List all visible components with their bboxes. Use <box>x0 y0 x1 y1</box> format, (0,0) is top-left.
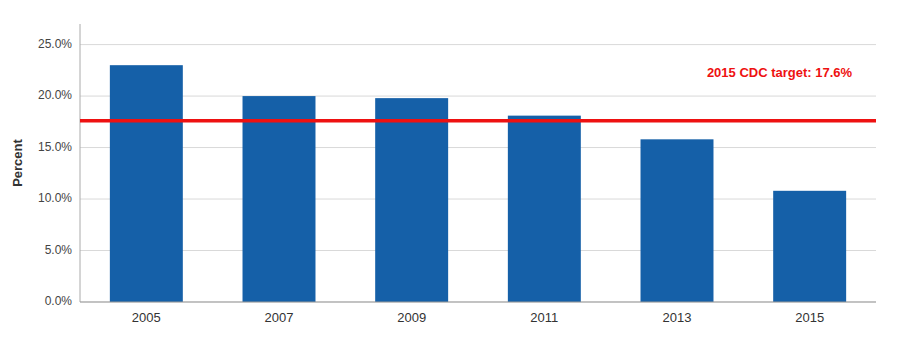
y-tick-label: 25.0% <box>38 37 72 51</box>
y-tick-label: 5.0% <box>45 243 73 257</box>
x-tick-label: 2005 <box>132 310 161 325</box>
x-tick-label: 2013 <box>663 310 692 325</box>
y-tick-label: 20.0% <box>38 88 72 102</box>
bar <box>243 96 316 302</box>
target-line <box>80 119 876 123</box>
x-tick-label: 2015 <box>795 310 824 325</box>
grid-line <box>80 302 876 303</box>
bar <box>375 98 448 302</box>
bar <box>110 65 183 302</box>
y-grid <box>80 45 876 302</box>
plot-area <box>80 65 876 302</box>
x-tick-label: 2007 <box>265 310 294 325</box>
grid-line <box>80 147 876 148</box>
bar <box>773 191 846 302</box>
y-axis-label: Percent <box>10 138 25 186</box>
x-tick-label: 2011 <box>530 310 558 325</box>
y-tick-label: 10.0% <box>38 191 72 205</box>
target-label: 2015 CDC target: 17.6% <box>707 65 853 80</box>
x-tick-label: 2009 <box>397 310 426 325</box>
grid-line <box>80 250 876 251</box>
chart-container: 0.0% 5.0% 10.0% 15.0% 20.0% 25.0% 2015 CDC tar… <box>0 0 900 350</box>
y-axis-line <box>80 24 81 302</box>
x-axis-line <box>80 302 876 303</box>
grid-line <box>80 96 876 97</box>
grid-line <box>80 199 876 200</box>
chart-svg: 0.0% 5.0% 10.0% 15.0% 20.0% 25.0% 2015 CDC tar… <box>0 0 900 350</box>
bar <box>641 139 714 302</box>
y-tick-label: 0.0% <box>45 294 73 308</box>
y-tick-label: 15.0% <box>38 140 72 154</box>
bar <box>508 116 581 302</box>
grid-line <box>80 44 876 45</box>
